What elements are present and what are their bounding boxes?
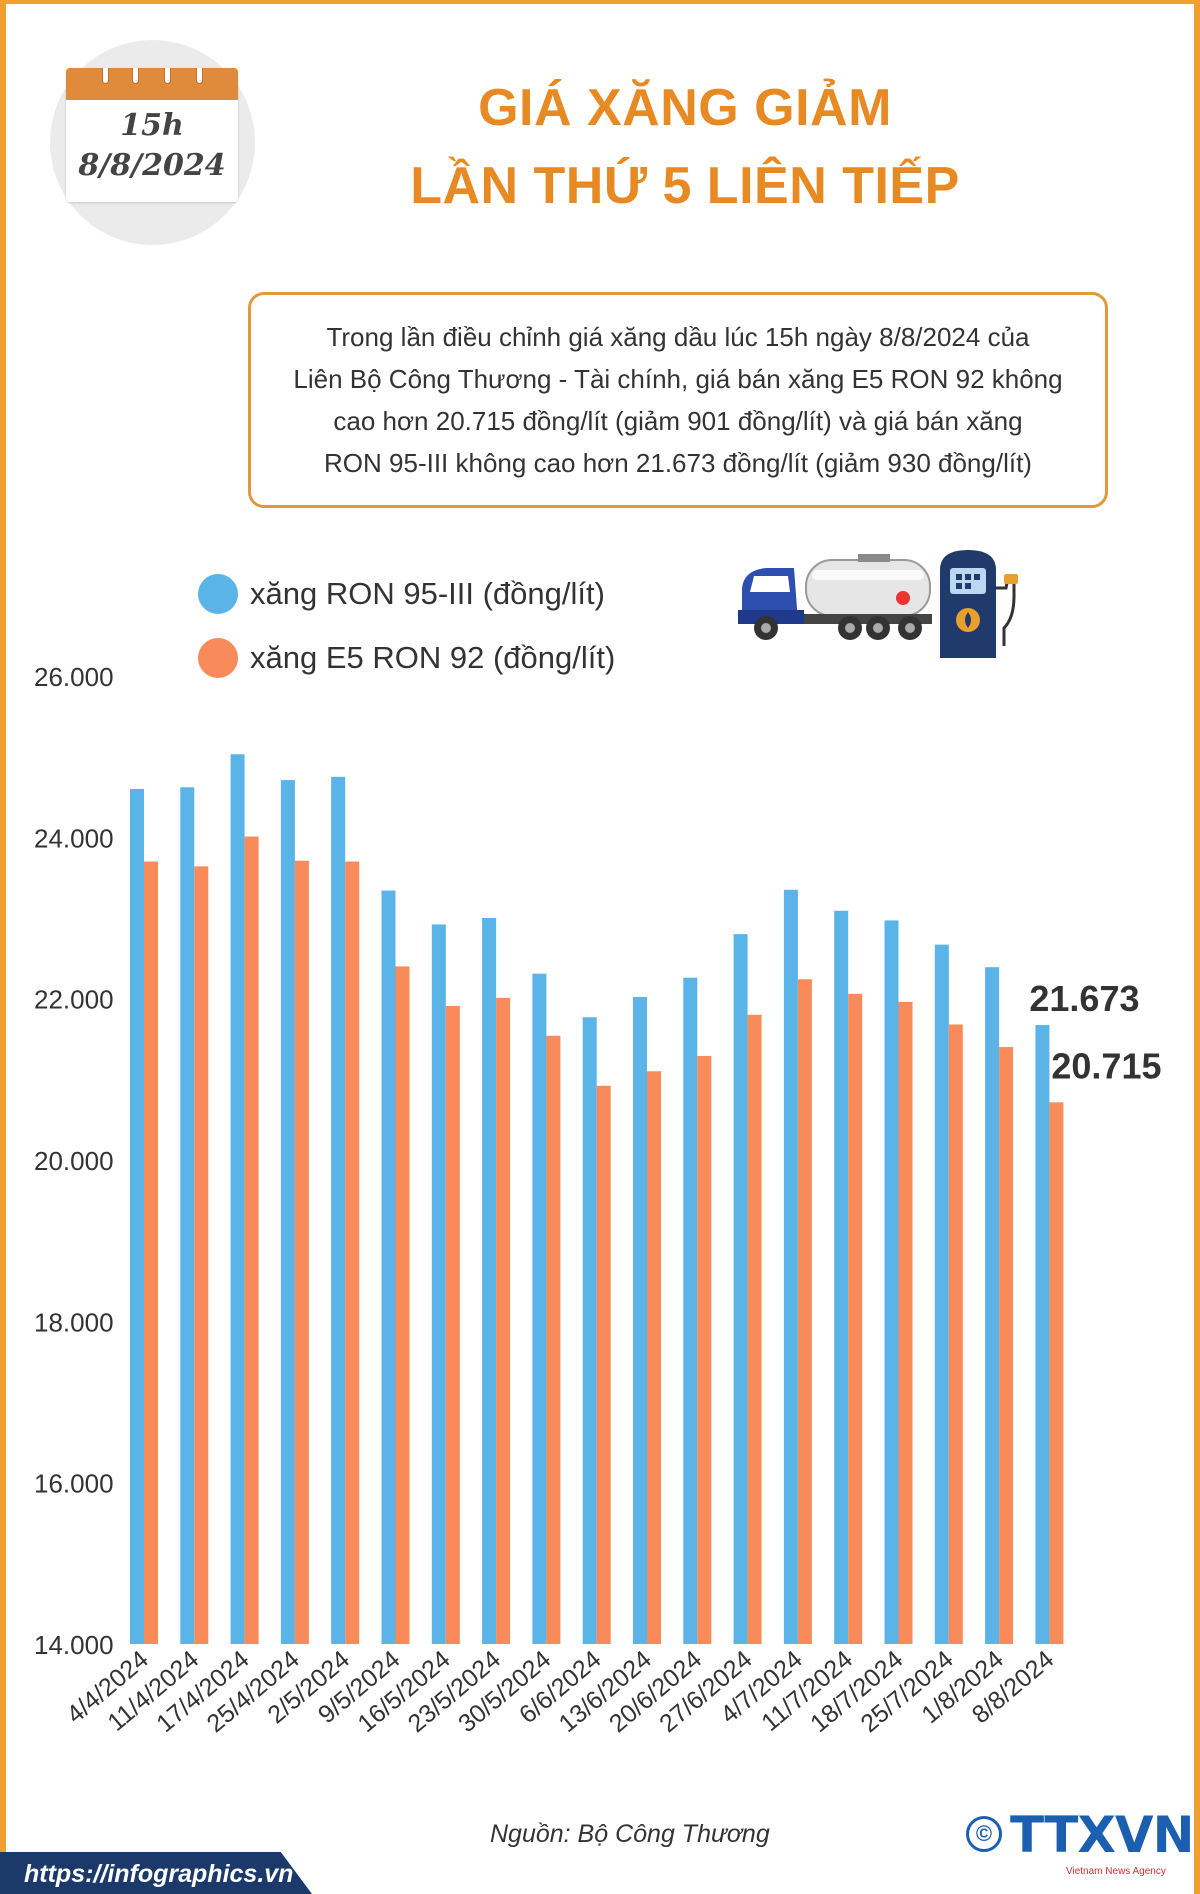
summary-line: Liên Bộ Công Thương - Tài chính, giá bán… xyxy=(293,364,1063,394)
y-tick-label: 16.000 xyxy=(34,1469,114,1499)
bar-e5 xyxy=(697,1055,712,1644)
summary-line: RON 95-III không cao hơn 21.673 đồng/lít… xyxy=(324,448,1032,478)
annotation-ron95-latest: 21.673 xyxy=(1029,978,1139,1019)
bar-e5 xyxy=(395,966,410,1644)
bar-e5 xyxy=(546,1035,561,1644)
bar-ron95 xyxy=(532,973,547,1644)
bar-e5 xyxy=(596,1085,611,1644)
calendar-header xyxy=(66,68,238,100)
bar-e5 xyxy=(747,1014,762,1644)
source-note: Nguồn: Bộ Công Thương xyxy=(490,1820,770,1848)
calendar-ring xyxy=(102,68,109,84)
ttxvn-logo-subtitle: Vietnam News Agency xyxy=(1066,1866,1166,1877)
summary-text: Trong lần điều chỉnh giá xăng dầu lúc 15… xyxy=(293,316,1062,484)
y-tick-label: 24.000 xyxy=(34,823,114,853)
bar-e5 xyxy=(1049,1102,1064,1644)
page-title-line2: LẦN THỨ 5 LIÊN TIẾP xyxy=(410,157,960,215)
fuel-pump-icon xyxy=(940,550,1018,658)
bar-ron95 xyxy=(331,776,346,1644)
bar-e5 xyxy=(999,1047,1014,1644)
bar-ron95 xyxy=(834,910,849,1644)
bar-ron95 xyxy=(230,754,245,1644)
ttxvn-logo: TTXVN xyxy=(1010,1806,1194,1864)
y-tick-label: 22.000 xyxy=(34,985,114,1015)
bar-ron95 xyxy=(280,780,295,1644)
bar-e5 xyxy=(244,836,259,1644)
bar-e5 xyxy=(948,1024,963,1644)
summary-line: cao hơn 20.715 đồng/lít (giảm 901 đồng/l… xyxy=(333,406,1023,436)
bar-e5 xyxy=(647,1071,661,1644)
bar-e5 xyxy=(797,979,812,1644)
y-tick-label: 14.000 xyxy=(34,1630,114,1660)
legend-dot-ron95 xyxy=(198,574,238,614)
bar-e5 xyxy=(848,993,863,1644)
bar-ron95 xyxy=(783,889,798,1644)
calendar-ring xyxy=(132,68,139,84)
bar-ron95 xyxy=(431,924,446,1644)
calendar-date: 8/8/2024 xyxy=(78,148,226,183)
price-bar-chart: 26.000 24.000 22.000 20.000 18.000 16.000 14.0… xyxy=(34,662,1162,1738)
bar-ron95 xyxy=(1035,1025,1050,1644)
bar-e5 xyxy=(144,861,158,1644)
legend-label-e5: xăng E5 RON 92 (đồng/lít) xyxy=(250,640,616,675)
fuel-tanker-truck-icon xyxy=(738,554,932,640)
bar-ron95 xyxy=(180,787,195,1644)
summary-box: Trong lần điều chỉnh giá xăng dầu lúc 15… xyxy=(248,292,1108,508)
calendar-ring xyxy=(196,68,203,84)
y-tick-label: 20.000 xyxy=(34,1146,114,1176)
bar-e5 xyxy=(294,860,309,1644)
bar-ron95 xyxy=(733,934,748,1644)
legend-label-ron95: xăng RON 95-III (đồng/lít) xyxy=(250,576,605,611)
y-tick-label: 26.000 xyxy=(34,662,114,692)
bar-e5 xyxy=(496,997,511,1644)
annotation-e5-latest: 20.715 xyxy=(1051,1045,1161,1086)
copyright-icon: © xyxy=(966,1816,1002,1852)
bar-e5 xyxy=(345,861,360,1644)
bar-ron95 xyxy=(884,920,899,1644)
legend-dot-e5 xyxy=(198,638,238,678)
bar-ron95 xyxy=(582,1017,597,1644)
y-tick-label: 18.000 xyxy=(34,1307,114,1337)
bar-ron95 xyxy=(381,890,396,1644)
bar-ron95 xyxy=(633,997,647,1644)
bar-ron95 xyxy=(934,944,949,1644)
bar-ron95 xyxy=(985,967,1000,1644)
site-url[interactable]: https://infographics.vn xyxy=(24,1860,294,1888)
bar-ron95 xyxy=(482,918,497,1644)
page-title-line1: GIÁ XĂNG GIẢM xyxy=(478,79,892,137)
bar-e5 xyxy=(194,866,209,1644)
calendar-icon: 15h 8/8/2024 xyxy=(66,68,238,202)
url-banner xyxy=(0,1852,312,1894)
calendar-time: 15h xyxy=(120,108,184,143)
summary-line: Trong lần điều chỉnh giá xăng dầu lúc 15… xyxy=(326,322,1030,352)
bar-ron95 xyxy=(683,977,698,1644)
bar-ron95 xyxy=(130,788,144,1644)
bar-e5 xyxy=(445,1005,460,1644)
calendar-ring xyxy=(164,68,171,84)
bar-e5 xyxy=(898,1001,913,1644)
